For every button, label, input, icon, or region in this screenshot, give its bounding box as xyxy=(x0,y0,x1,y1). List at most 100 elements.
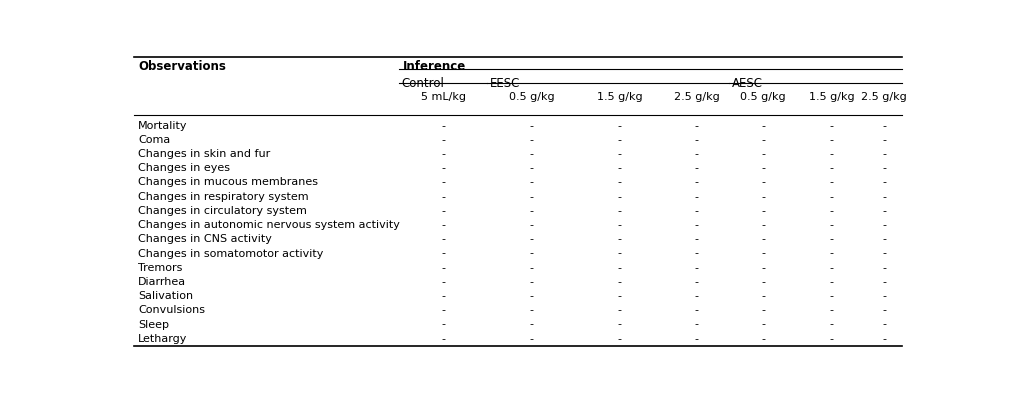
Text: -: - xyxy=(618,320,622,330)
Text: -: - xyxy=(761,178,765,188)
Text: -: - xyxy=(530,120,534,130)
Text: -: - xyxy=(882,334,886,344)
Text: -: - xyxy=(882,120,886,130)
Text: -: - xyxy=(695,163,699,173)
Text: -: - xyxy=(618,249,622,259)
Text: -: - xyxy=(695,249,699,259)
Text: 1.5 g/kg: 1.5 g/kg xyxy=(809,93,854,103)
Text: -: - xyxy=(441,305,445,315)
Text: -: - xyxy=(761,334,765,344)
Text: -: - xyxy=(441,120,445,130)
Text: -: - xyxy=(882,234,886,244)
Text: -: - xyxy=(882,263,886,273)
Text: -: - xyxy=(695,277,699,287)
Text: -: - xyxy=(882,178,886,188)
Text: Changes in respiratory system: Changes in respiratory system xyxy=(139,192,308,202)
Text: -: - xyxy=(618,192,622,202)
Text: 2.5 g/kg: 2.5 g/kg xyxy=(861,93,907,103)
Text: -: - xyxy=(761,120,765,130)
Text: -: - xyxy=(829,320,833,330)
Text: 5 mL/kg: 5 mL/kg xyxy=(421,93,466,103)
Text: -: - xyxy=(618,291,622,301)
Text: Lethargy: Lethargy xyxy=(139,334,187,344)
Text: -: - xyxy=(441,192,445,202)
Text: EESC: EESC xyxy=(489,77,520,90)
Text: -: - xyxy=(829,234,833,244)
Text: AESC: AESC xyxy=(732,77,762,90)
Text: -: - xyxy=(882,206,886,216)
Text: -: - xyxy=(618,277,622,287)
Text: Changes in mucous membranes: Changes in mucous membranes xyxy=(139,178,318,188)
Text: -: - xyxy=(618,135,622,145)
Text: Sleep: Sleep xyxy=(139,320,169,330)
Text: Convulsions: Convulsions xyxy=(139,305,205,315)
Text: Changes in skin and fur: Changes in skin and fur xyxy=(139,149,270,159)
Text: -: - xyxy=(530,135,534,145)
Text: -: - xyxy=(761,263,765,273)
Text: -: - xyxy=(761,163,765,173)
Text: -: - xyxy=(441,206,445,216)
Text: -: - xyxy=(695,305,699,315)
Text: -: - xyxy=(761,149,765,159)
Text: -: - xyxy=(618,149,622,159)
Text: -: - xyxy=(882,220,886,230)
Text: Control: Control xyxy=(401,77,445,90)
Text: -: - xyxy=(618,120,622,130)
Text: -: - xyxy=(441,178,445,188)
Text: -: - xyxy=(695,192,699,202)
Text: -: - xyxy=(441,135,445,145)
Text: -: - xyxy=(530,277,534,287)
Text: -: - xyxy=(829,135,833,145)
Text: -: - xyxy=(695,334,699,344)
Text: -: - xyxy=(829,277,833,287)
Text: -: - xyxy=(441,249,445,259)
Text: Changes in eyes: Changes in eyes xyxy=(139,163,231,173)
Text: -: - xyxy=(530,291,534,301)
Text: -: - xyxy=(829,120,833,130)
Text: -: - xyxy=(618,220,622,230)
Text: -: - xyxy=(882,163,886,173)
Text: -: - xyxy=(695,263,699,273)
Text: -: - xyxy=(441,334,445,344)
Text: -: - xyxy=(618,234,622,244)
Text: -: - xyxy=(882,135,886,145)
Text: -: - xyxy=(761,277,765,287)
Text: -: - xyxy=(882,305,886,315)
Text: -: - xyxy=(695,291,699,301)
Text: Tremors: Tremors xyxy=(139,263,183,273)
Text: -: - xyxy=(530,149,534,159)
Text: 0.5 g/kg: 0.5 g/kg xyxy=(740,93,786,103)
Text: -: - xyxy=(618,163,622,173)
Text: -: - xyxy=(530,220,534,230)
Text: -: - xyxy=(618,206,622,216)
Text: -: - xyxy=(882,320,886,330)
Text: -: - xyxy=(695,149,699,159)
Text: -: - xyxy=(761,135,765,145)
Text: -: - xyxy=(530,206,534,216)
Text: -: - xyxy=(829,263,833,273)
Text: -: - xyxy=(530,320,534,330)
Text: -: - xyxy=(695,178,699,188)
Text: Changes in autonomic nervous system activity: Changes in autonomic nervous system acti… xyxy=(139,220,400,230)
Text: -: - xyxy=(829,178,833,188)
Text: -: - xyxy=(618,334,622,344)
Text: -: - xyxy=(829,206,833,216)
Text: Changes in circulatory system: Changes in circulatory system xyxy=(139,206,307,216)
Text: -: - xyxy=(761,220,765,230)
Text: -: - xyxy=(530,192,534,202)
Text: Changes in CNS activity: Changes in CNS activity xyxy=(139,234,272,244)
Text: -: - xyxy=(695,234,699,244)
Text: -: - xyxy=(761,291,765,301)
Text: -: - xyxy=(695,206,699,216)
Text: -: - xyxy=(882,149,886,159)
Text: -: - xyxy=(761,206,765,216)
Text: -: - xyxy=(695,120,699,130)
Text: -: - xyxy=(829,305,833,315)
Text: -: - xyxy=(618,305,622,315)
Text: 0.5 g/kg: 0.5 g/kg xyxy=(509,93,554,103)
Text: -: - xyxy=(441,263,445,273)
Text: -: - xyxy=(441,291,445,301)
Text: -: - xyxy=(618,178,622,188)
Text: 1.5 g/kg: 1.5 g/kg xyxy=(598,93,643,103)
Text: Mortality: Mortality xyxy=(139,120,188,130)
